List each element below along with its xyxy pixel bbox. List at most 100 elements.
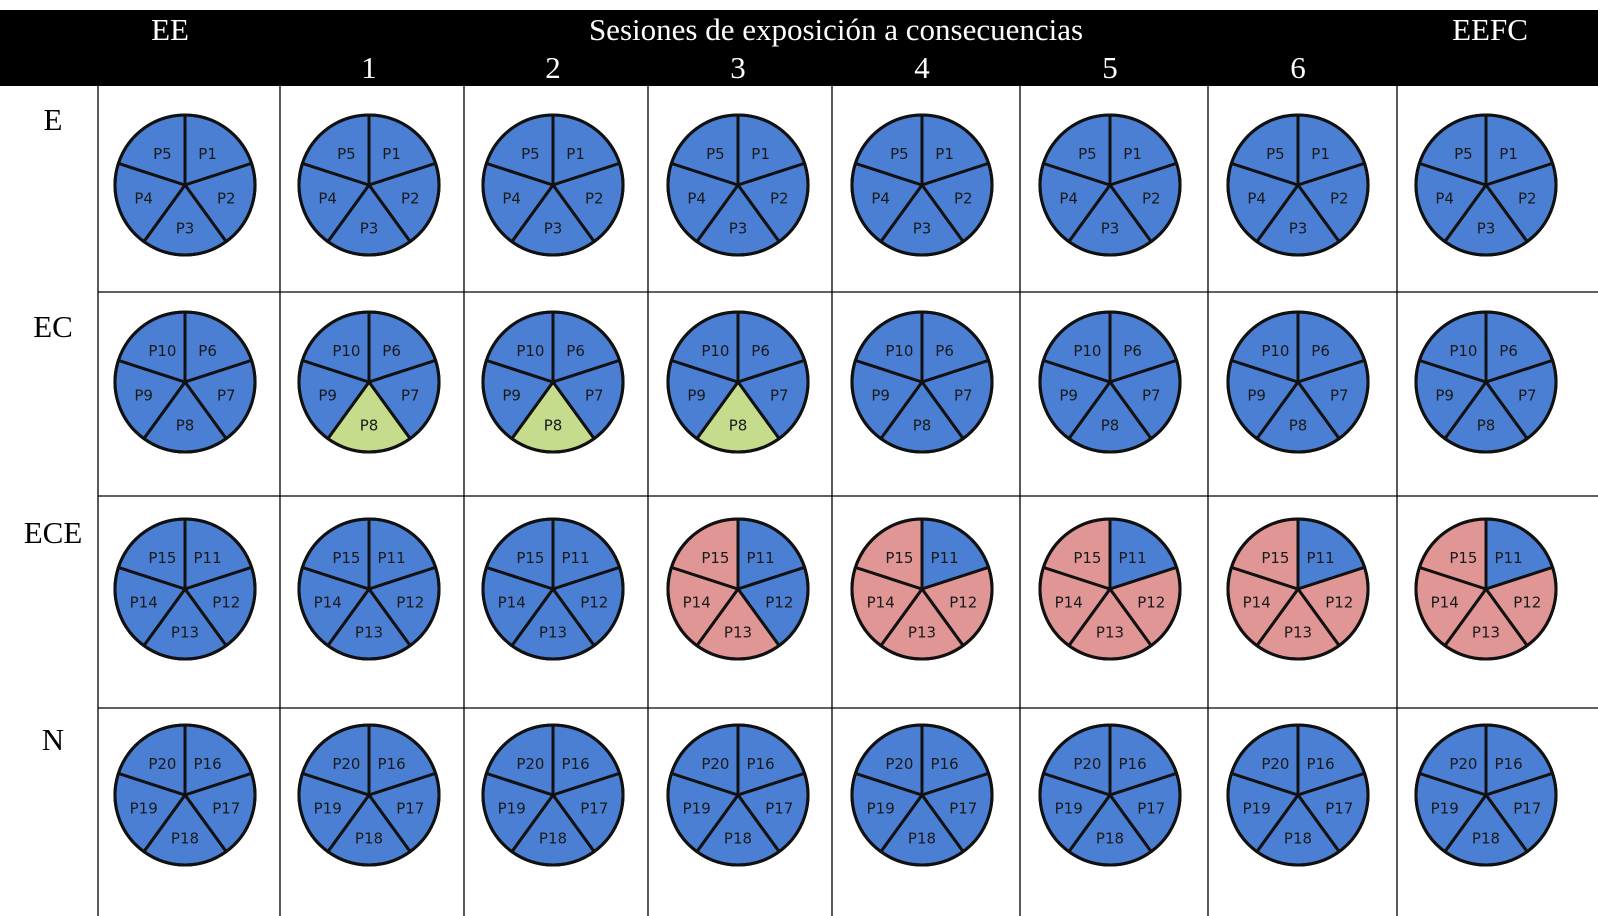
pie-label-p12: P12 [1137,593,1165,611]
pie-label-p16: P16 [194,755,222,773]
pie-label-p15: P15 [701,549,729,567]
pie-outline [481,113,625,257]
pie-label-p15: P15 [516,549,544,567]
pie-label-p15: P15 [1073,549,1101,567]
header-title: Sesiones de exposición a consecuencias [589,12,1083,47]
pie-n-col-0: P16 P17 P18 P19 P20 [113,723,257,867]
pie-label-p1: P1 [1499,145,1518,163]
pie-label-p11: P11 [1495,549,1523,567]
pie-outline [481,310,625,454]
pie-label-p1: P1 [1123,145,1142,163]
pie-outline [1226,723,1370,867]
pie-label-p4: P4 [134,189,153,207]
pie-label-p6: P6 [751,342,770,360]
pie-n-col-1: P16 P17 P18 P19 P20 [297,723,441,867]
pie-label-p6: P6 [1311,342,1330,360]
pie-outline [850,723,994,867]
pie-outline [297,113,441,257]
row-label-e: E [44,102,63,137]
pie-label-p20: P20 [885,755,913,773]
pie-label-p13: P13 [1096,623,1124,641]
pie-label-p7: P7 [770,386,789,404]
pie-label-p4: P4 [1247,189,1266,207]
grid-lines [97,86,1598,916]
pie-n-col-2: P16 P17 P18 P19 P20 [481,723,625,867]
pie-outline [1038,723,1182,867]
pie-outline [1226,517,1370,661]
pie-label-p15: P15 [1261,549,1289,567]
pie-label-p18: P18 [355,829,383,847]
pie-outline [1414,113,1558,257]
pie-label-p5: P5 [1078,145,1097,163]
pie-n-col-3: P16 P17 P18 P19 P20 [666,723,810,867]
pie-label-p10: P10 [516,342,544,360]
row-label-ece: ECE [24,515,83,550]
pie-label-p8: P8 [360,416,379,434]
pie-ec-col-2: P6 P7 P8 P9 P10 [481,310,625,454]
pie-label-p19: P19 [1243,799,1271,817]
pie-label-p11: P11 [562,549,590,567]
pie-label-p16: P16 [562,755,590,773]
pie-label-p19: P19 [1431,799,1459,817]
pie-label-p12: P12 [580,593,608,611]
pie-n-col-7: P16 P17 P18 P19 P20 [1414,723,1558,867]
pie-label-p13: P13 [724,623,752,641]
pie-ece-col-4: P11 P12 P13 P14 P15 [850,517,994,661]
pie-label-p9: P9 [871,386,890,404]
pie-label-p10: P10 [1449,342,1477,360]
pie-label-p14: P14 [498,593,526,611]
pie-label-p20: P20 [1449,755,1477,773]
pie-label-p6: P6 [935,342,954,360]
pie-ec-col-0: P6 P7 P8 P9 P10 [113,310,257,454]
pie-label-p9: P9 [134,386,153,404]
pie-outline [481,517,625,661]
pie-outline [1226,310,1370,454]
pie-label-p12: P12 [1325,593,1353,611]
row-label-ec: EC [33,309,73,344]
pie-label-p8: P8 [913,416,932,434]
pie-label-p8: P8 [1101,416,1120,434]
pie-e-col-7: P1 P2 P3 P4 P5 [1414,113,1558,257]
pie-label-p3: P3 [360,219,379,237]
pie-label-p15: P15 [1449,549,1477,567]
pie-label-p16: P16 [747,755,775,773]
pie-label-p6: P6 [1499,342,1518,360]
pie-label-p13: P13 [908,623,936,641]
pie-label-p13: P13 [355,623,383,641]
pie-label-p3: P3 [1477,219,1496,237]
pie-ece-col-5: P11 P12 P13 P14 P15 [1038,517,1182,661]
pie-label-p14: P14 [867,593,895,611]
header-session-6: 6 [1290,50,1306,85]
pie-label-p17: P17 [1325,799,1353,817]
pie-label-p2: P2 [1518,189,1537,207]
pie-label-p20: P20 [1073,755,1101,773]
pie-ece-col-3: P11 P12 P13 P14 P15 [666,517,810,661]
pie-label-p7: P7 [954,386,973,404]
header-session-5: 5 [1102,50,1118,85]
pie-label-p17: P17 [396,799,424,817]
pie-e-col-6: P1 P2 P3 P4 P5 [1226,113,1370,257]
pie-label-p2: P2 [401,189,420,207]
pie-label-p9: P9 [1247,386,1266,404]
pie-label-p14: P14 [1431,593,1459,611]
pie-label-p12: P12 [212,593,240,611]
pie-outline [1038,517,1182,661]
pie-outline [1414,517,1558,661]
pie-grid: P1 P2 P3 P4 P5 P1 P2 P3 P4 P5 P1 P2 P3 P4 P5 P1 P2 P3 P4 P5… [113,113,1558,867]
pie-label-p4: P4 [502,189,521,207]
pie-label-p4: P4 [871,189,890,207]
pie-label-p2: P2 [1142,189,1161,207]
pie-label-p4: P4 [318,189,337,207]
pie-label-p7: P7 [1518,386,1537,404]
pie-label-p18: P18 [1096,829,1124,847]
pie-n-col-5: P16 P17 P18 P19 P20 [1038,723,1182,867]
pie-label-p16: P16 [1119,755,1147,773]
header-session-1: 1 [361,50,377,85]
pie-label-p10: P10 [332,342,360,360]
pie-label-p8: P8 [176,416,195,434]
pie-label-p12: P12 [949,593,977,611]
row-label-n: N [42,722,64,757]
pie-outline [850,310,994,454]
pie-label-p17: P17 [212,799,240,817]
pie-label-p12: P12 [765,593,793,611]
